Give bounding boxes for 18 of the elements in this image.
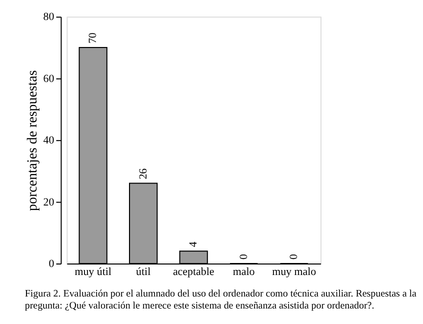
y-tick-label: 80	[43, 11, 55, 24]
data-label: 0	[238, 254, 250, 260]
y-tick-label: 0	[48, 258, 55, 270]
data-label: 0	[288, 254, 300, 260]
x-tick-label: útil	[136, 266, 151, 278]
data-label: 4	[188, 241, 200, 248]
x-tick-label: aceptable	[172, 266, 214, 278]
y-tick-label: 60	[43, 72, 55, 85]
y-tick-label: 20	[43, 196, 55, 208]
data-label: 70	[87, 32, 100, 44]
y-tick-label: 40	[43, 134, 55, 147]
x-tick-label: muy útil	[74, 266, 112, 278]
data-label: 26	[137, 168, 150, 180]
x-tick-label: malo	[232, 266, 256, 278]
text: pregunta: ¿Qué valoración le merece este sistema de enseñanza asistida por ordenador?.	[24, 300, 374, 312]
x-tick-label: muy malo	[272, 266, 317, 278]
text: Figura 2. Evaluación por el alumnado del uso del ordenador como técnica auxiliar. Respuestas a la	[24, 288, 418, 300]
y-axis-title: porcentajes de respuestas	[25, 70, 40, 211]
